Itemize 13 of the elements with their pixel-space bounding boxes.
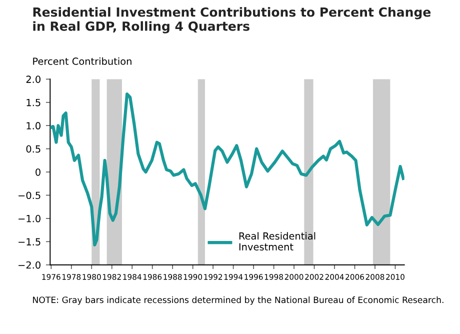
y-tick-label: −0.5 — [18, 192, 40, 200]
y-tick-label: 0.5 — [26, 145, 40, 153]
y-tick-label: 1.5 — [26, 98, 40, 106]
y-axis-title: Percent Contribution — [33, 57, 132, 65]
legend-label: Real Residential Investment — [239, 232, 316, 251]
y-tick-label: 2.0 — [26, 76, 40, 83]
text: NOTE: Gray bars indicate recessions determined by the National Bureau of Economic Research. — [33, 296, 444, 305]
y-tick-label: 0 — [36, 168, 40, 176]
chart-title: Residential Investment Contributions to Percent Change in Real GDP, Rolling 4 Quarters — [33, 7, 431, 34]
y-tick-label: −2.0 — [18, 261, 40, 269]
y-tick-label: −1.0 — [18, 214, 40, 222]
y-tick-label: −1.5 — [18, 238, 40, 246]
y-tick-label: 1.0 — [26, 122, 40, 130]
